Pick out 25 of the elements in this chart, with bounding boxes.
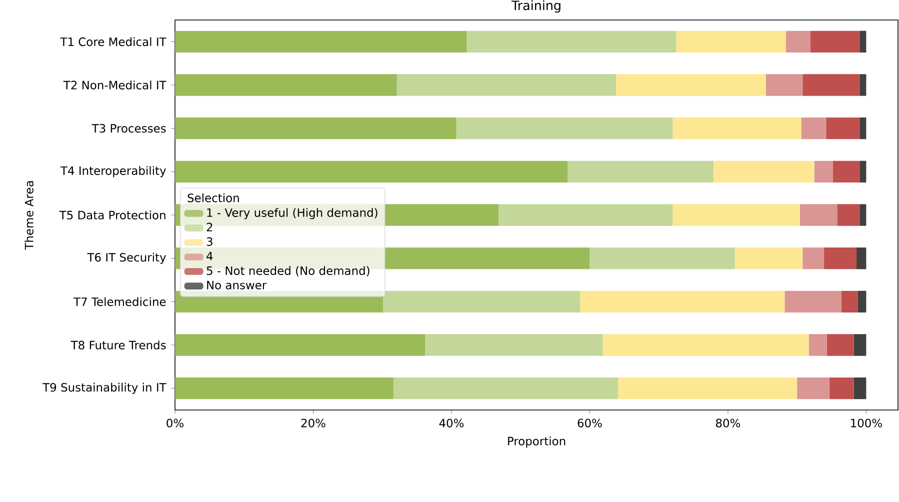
legend-label: 4 [206, 252, 213, 260]
legend-label: 3 [206, 237, 212, 246]
x-tick-label: 40% [439, 418, 464, 428]
x-tick-label: 80% [716, 418, 740, 428]
x-tick-label: 0% [166, 418, 184, 428]
x-axis-title: Proportion [508, 436, 566, 448]
legend-label: No answer [207, 280, 267, 290]
y-tick-label: T4 Interoperability [60, 166, 166, 178]
legend-title: Selection [188, 193, 239, 202]
y-tick-label: T2 Non-Medical IT [63, 80, 166, 90]
y-tick-label: T7 Telemedicine [73, 297, 166, 306]
x-tick-label: 100% [851, 418, 882, 428]
x-tick-label: 60% [578, 418, 602, 428]
x-tick-label: 20% [301, 418, 326, 428]
y-tick-label: T5 Data Protection [59, 210, 166, 220]
y-tick-label: T6 IT Security [87, 252, 166, 264]
y-tick-label: T9 Sustainability in IT [42, 382, 166, 394]
y-tick-label: T8 Future Trends [70, 340, 166, 350]
y-axis-title: Theme Area [24, 181, 34, 250]
y-tick-label: T3 Processes [92, 124, 166, 133]
y-tick-label: T1 Core Medical IT [60, 37, 166, 46]
legend-label: 1 - Very useful (High demand) [207, 208, 378, 220]
legend-label: 2 [206, 222, 212, 232]
chart-title: Training [511, 0, 560, 13]
legend-label: 5 - Not needed (No demand) [206, 266, 370, 276]
